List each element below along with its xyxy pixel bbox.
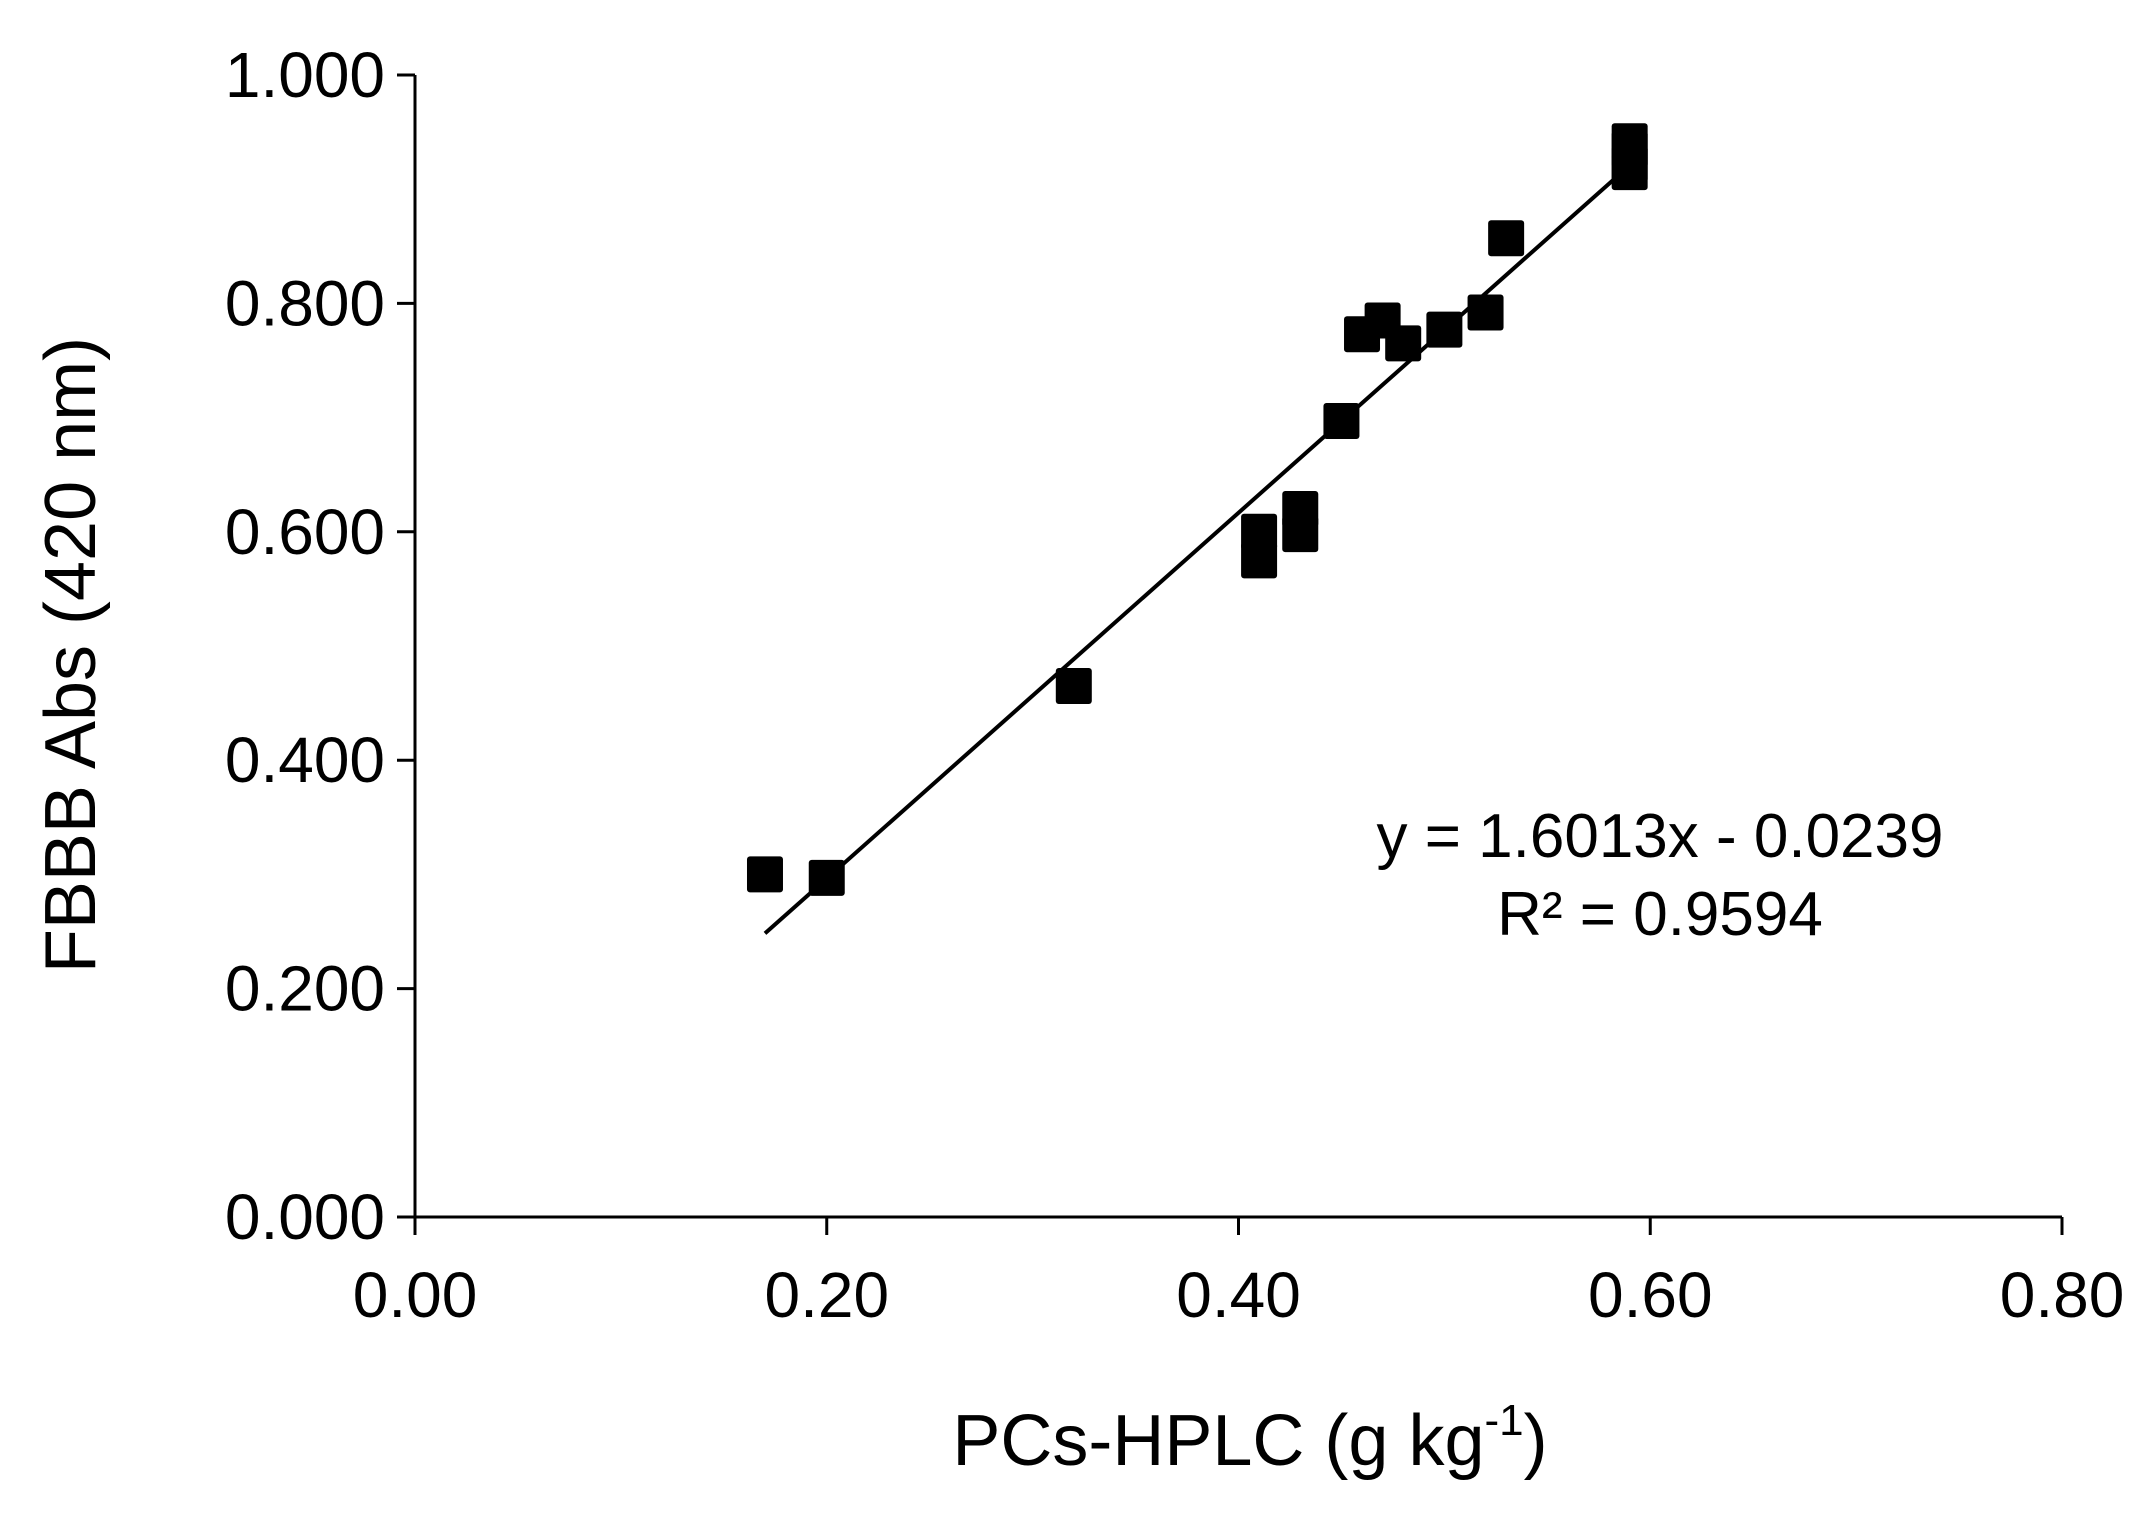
trendline <box>763 163 1631 935</box>
trend-equation: y = 1.6013x - 0.0239 <box>1376 802 1943 871</box>
x-tick-label: 0.40 <box>1176 1259 1301 1331</box>
y-tick-label: 0.000 <box>225 1181 385 1253</box>
data-point <box>1611 123 1648 160</box>
y-tick-label: 1.000 <box>225 39 385 111</box>
y-axis-title: FBBB Abs (420 nm) <box>31 337 111 973</box>
x-axis-title-end: ) <box>1524 1401 1548 1481</box>
x-axis-title-sup: -1 <box>1485 1396 1524 1445</box>
y-tick-label: 0.200 <box>225 953 385 1025</box>
data-point <box>746 856 783 893</box>
data-points <box>746 123 1648 896</box>
data-point <box>1426 311 1463 348</box>
x-tick-label: 0.80 <box>2000 1259 2125 1331</box>
trendline-group <box>763 163 1631 935</box>
data-point <box>1282 490 1319 527</box>
data-point <box>1488 220 1525 257</box>
data-point <box>1467 294 1504 331</box>
data-point <box>1385 325 1422 362</box>
x-axis-title: PCs-HPLC (g kg-1) <box>952 1396 1547 1481</box>
trend-r-squared: R² = 0.9594 <box>1497 880 1823 949</box>
data-point <box>1241 542 1278 579</box>
x-ticks: 0.00 0.20 0.40 0.60 0.80 <box>353 1217 2125 1331</box>
y-tick-label: 0.600 <box>225 496 385 568</box>
data-point <box>1055 667 1092 704</box>
data-point <box>808 859 845 896</box>
x-tick-label: 0.60 <box>1588 1259 1713 1331</box>
y-tick-label: 0.400 <box>225 724 385 796</box>
x-tick-label: 0.20 <box>764 1259 889 1331</box>
axes <box>413 75 2062 1219</box>
data-point <box>1323 403 1360 440</box>
data-point <box>1241 513 1278 550</box>
y-tick-label: 0.800 <box>225 267 385 339</box>
x-axis-title-main: PCs-HPLC (g kg <box>952 1401 1484 1481</box>
x-tick-label: 0.00 <box>353 1259 478 1331</box>
y-ticks: 0.000 0.200 0.400 0.600 0.800 1.000 <box>225 39 415 1253</box>
